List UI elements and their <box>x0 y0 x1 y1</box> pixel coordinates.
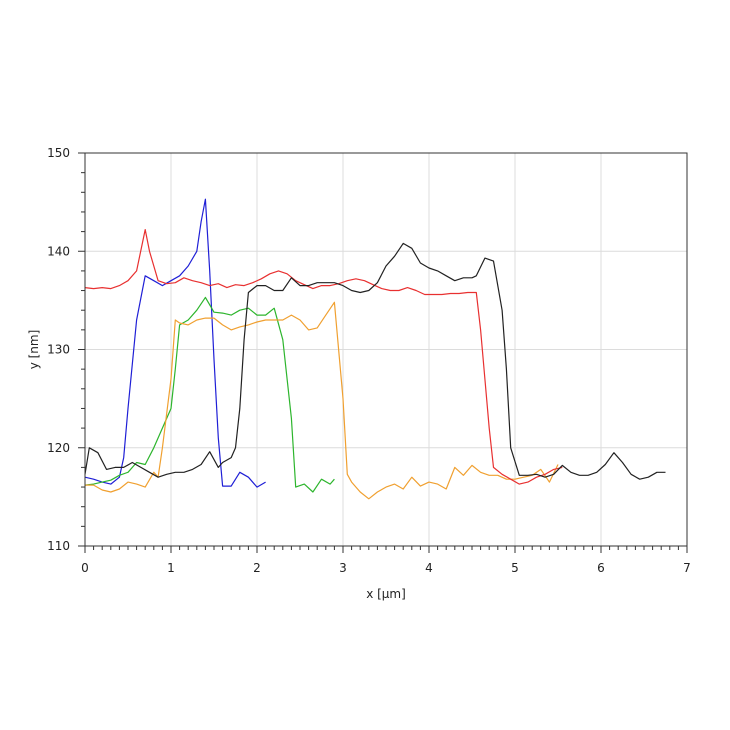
series-line-5 <box>84 242 666 480</box>
y-tick-label: 140 <box>47 244 70 258</box>
y-tick-label: 150 <box>47 146 70 160</box>
grid-lines <box>85 153 687 546</box>
x-tick-label: 2 <box>253 561 261 575</box>
x-tick-label: 6 <box>597 561 605 575</box>
x-tick-label: 0 <box>81 561 89 575</box>
y-tick-label: 120 <box>47 441 70 455</box>
series-line-3 <box>85 301 559 500</box>
series-line-2 <box>84 296 335 493</box>
y-axis-label: y [nm] <box>27 330 41 370</box>
x-axis-label: x [µm] <box>366 587 406 601</box>
series-line-4 <box>84 229 563 485</box>
axis-ticks <box>78 152 688 553</box>
x-tick-label: 7 <box>683 561 691 575</box>
x-tick-label: 1 <box>167 561 175 575</box>
y-tick-label: 110 <box>47 539 70 553</box>
series-group <box>84 198 666 500</box>
series-line-1 <box>84 198 266 488</box>
x-tick-label: 3 <box>339 561 347 575</box>
x-tick-label: 4 <box>425 561 433 575</box>
y-tick-label: 130 <box>47 343 70 357</box>
x-tick-label: 5 <box>511 561 519 575</box>
tick-labels: 0 1 2 3 4 5 6 7 110 120 130 140 150 <box>47 146 691 575</box>
